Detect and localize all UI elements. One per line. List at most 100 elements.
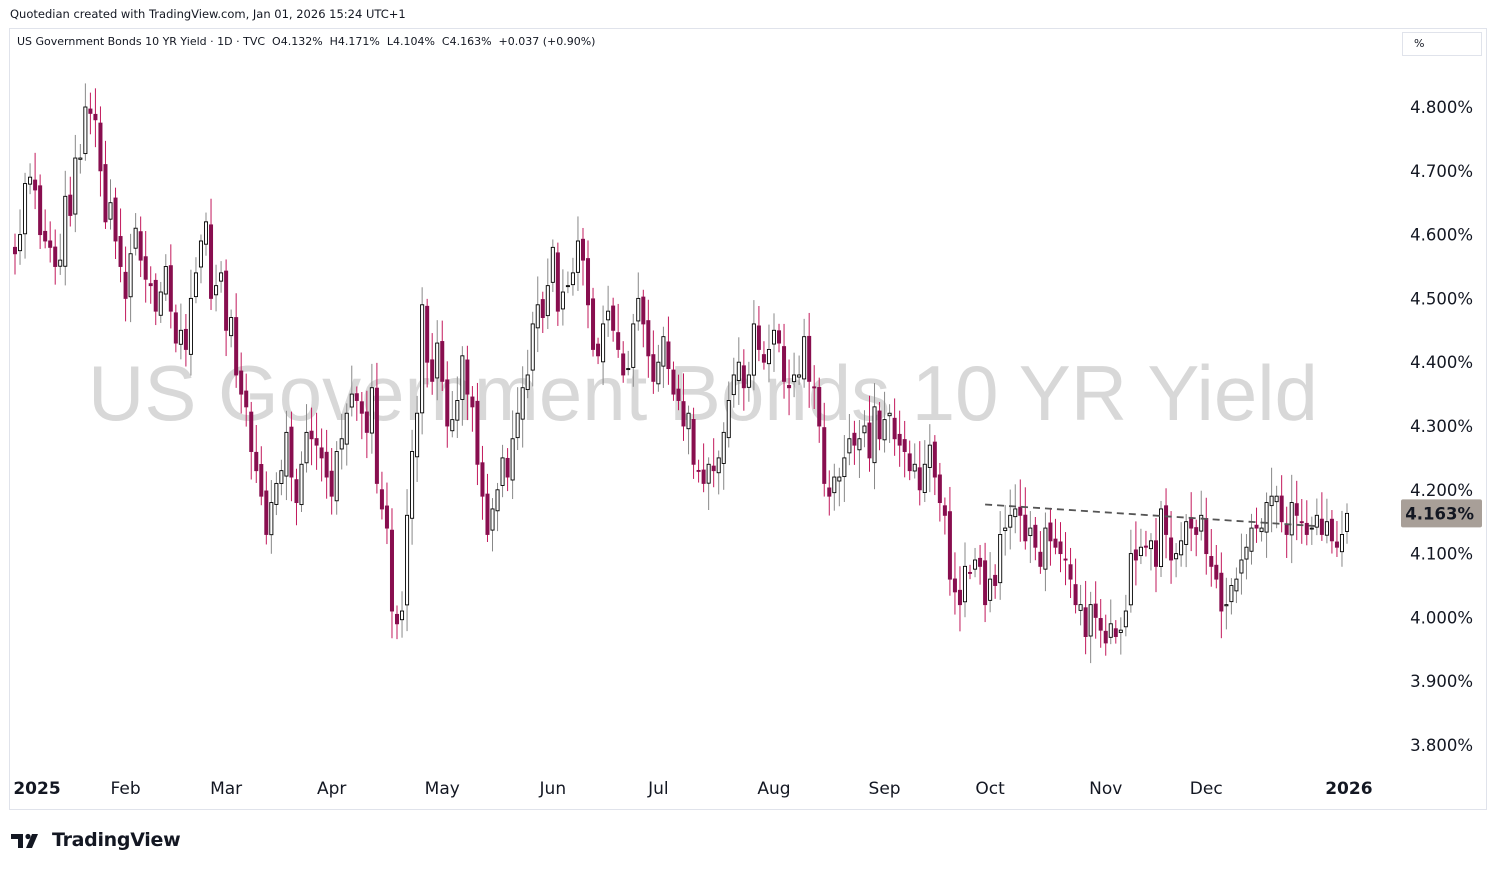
candle[interactable] xyxy=(33,152,38,210)
candle[interactable] xyxy=(862,410,867,448)
candle[interactable] xyxy=(983,542,988,623)
candle[interactable] xyxy=(203,212,209,256)
candle[interactable] xyxy=(907,440,912,481)
candle[interactable] xyxy=(1083,580,1088,655)
candle[interactable] xyxy=(1068,547,1073,599)
candle[interactable] xyxy=(168,244,173,329)
candle[interactable] xyxy=(143,231,148,303)
candle[interactable] xyxy=(1078,584,1083,626)
candle[interactable] xyxy=(400,591,405,638)
candle[interactable] xyxy=(550,239,555,293)
candle[interactable] xyxy=(354,386,359,421)
candle[interactable] xyxy=(359,391,364,440)
candle[interactable] xyxy=(912,443,917,479)
candle[interactable] xyxy=(1093,581,1098,639)
chart-frame[interactable] xyxy=(9,28,1487,810)
candle[interactable] xyxy=(782,323,787,399)
candle[interactable] xyxy=(410,429,415,545)
candle[interactable] xyxy=(827,470,832,516)
candle[interactable] xyxy=(580,227,585,286)
candle[interactable] xyxy=(777,323,782,353)
candle[interactable] xyxy=(978,544,983,585)
candle[interactable] xyxy=(329,448,334,515)
candle[interactable] xyxy=(601,305,606,386)
candle[interactable] xyxy=(379,471,384,520)
candle[interactable] xyxy=(244,373,249,427)
candle[interactable] xyxy=(78,143,83,174)
candle[interactable] xyxy=(877,402,882,451)
candle[interactable] xyxy=(711,438,716,488)
candle[interactable] xyxy=(540,291,545,333)
candle[interactable] xyxy=(98,106,103,197)
candle[interactable] xyxy=(1209,529,1214,587)
candle[interactable] xyxy=(1123,594,1128,637)
candle[interactable] xyxy=(1274,485,1279,529)
candle[interactable] xyxy=(897,410,902,467)
candle[interactable] xyxy=(108,179,113,230)
candle[interactable] xyxy=(636,272,641,331)
candle[interactable] xyxy=(264,471,269,545)
candle[interactable] xyxy=(520,366,525,448)
candle[interactable] xyxy=(214,264,219,312)
candle[interactable] xyxy=(1174,543,1179,578)
candle[interactable] xyxy=(716,450,721,495)
candle[interactable] xyxy=(565,271,570,294)
candle[interactable] xyxy=(1053,518,1058,555)
candle[interactable] xyxy=(148,266,153,304)
candle[interactable] xyxy=(1164,488,1169,559)
candle[interactable] xyxy=(1008,489,1013,550)
candle[interactable] xyxy=(671,361,676,401)
candle[interactable] xyxy=(882,391,887,453)
candle[interactable] xyxy=(93,88,98,148)
candle[interactable] xyxy=(1063,532,1068,586)
candle[interactable] xyxy=(1003,505,1008,556)
candle[interactable] xyxy=(445,361,450,448)
candle[interactable] xyxy=(1269,467,1274,533)
candle[interactable] xyxy=(1214,545,1219,589)
candle[interactable] xyxy=(274,472,279,516)
candle[interactable] xyxy=(118,208,123,283)
candle[interactable] xyxy=(832,463,837,511)
candle[interactable] xyxy=(1219,552,1224,639)
candle[interactable] xyxy=(1284,506,1289,558)
candle[interactable] xyxy=(1289,474,1294,564)
candle[interactable] xyxy=(947,486,952,596)
candle[interactable] xyxy=(294,468,299,526)
candle[interactable] xyxy=(1023,487,1028,550)
candle[interactable] xyxy=(651,330,656,394)
candle[interactable] xyxy=(988,552,993,613)
candle[interactable] xyxy=(510,410,515,500)
candle[interactable] xyxy=(1088,591,1093,664)
candle[interactable] xyxy=(922,440,927,503)
candle[interactable] xyxy=(802,318,807,388)
candle[interactable] xyxy=(616,303,621,358)
candle[interactable] xyxy=(1108,599,1113,645)
candle[interactable] xyxy=(309,407,314,466)
candle[interactable] xyxy=(389,508,394,639)
candle[interactable] xyxy=(219,261,224,293)
candle[interactable] xyxy=(1184,514,1189,568)
candle[interactable] xyxy=(163,254,168,301)
candle[interactable] xyxy=(766,324,771,383)
candle[interactable] xyxy=(1179,522,1184,567)
candle[interactable] xyxy=(1113,620,1118,644)
candle[interactable] xyxy=(1199,490,1204,541)
candle[interactable] xyxy=(586,240,591,329)
candle[interactable] xyxy=(656,344,661,392)
candle[interactable] xyxy=(1043,512,1048,592)
scale-mode-button[interactable]: % xyxy=(1402,32,1482,56)
candle[interactable] xyxy=(420,287,425,435)
candle[interactable] xyxy=(1098,599,1103,648)
candle[interactable] xyxy=(1189,492,1194,552)
candle[interactable] xyxy=(43,209,48,249)
candle[interactable] xyxy=(736,337,741,405)
candle[interactable] xyxy=(394,605,400,640)
candle[interactable] xyxy=(606,285,611,337)
candle[interactable] xyxy=(1324,498,1329,544)
candle[interactable] xyxy=(1344,503,1350,544)
candle[interactable] xyxy=(1169,511,1174,584)
candle[interactable] xyxy=(339,413,344,470)
candle[interactable] xyxy=(666,316,671,385)
candle[interactable] xyxy=(1048,507,1053,566)
